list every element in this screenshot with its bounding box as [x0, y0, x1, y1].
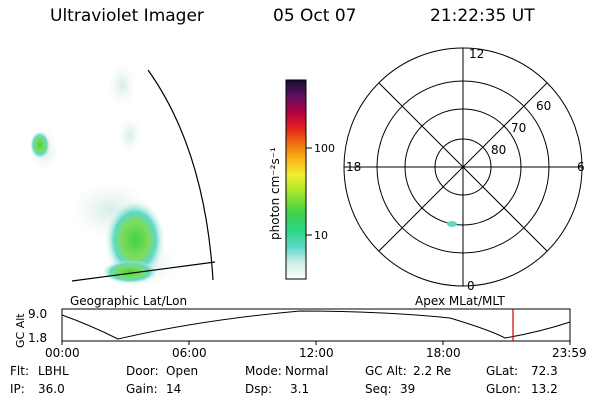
lat-label-80: 80	[491, 143, 506, 157]
glat-label: GLat:	[486, 364, 519, 378]
dsp-value: 3.1	[290, 382, 310, 396]
door-value: Open	[166, 364, 199, 378]
glat-value: 72.3	[531, 364, 558, 378]
xtick-2359: 23:59	[552, 346, 587, 360]
altitude-ylabel: GC Alt	[14, 313, 27, 348]
flt-value: LBHL	[38, 364, 69, 378]
colorbar-label: photon cm⁻²s⁻¹	[268, 147, 282, 240]
seq-label: Seq:	[365, 382, 392, 396]
ip-value: 36.0	[38, 382, 65, 396]
mlt-label-18: 18	[346, 160, 361, 174]
geo-panel-label: Geographic Lat/Lon	[70, 294, 187, 308]
xtick-0600: 06:00	[172, 346, 207, 360]
mlt-label-6: 6	[577, 160, 585, 174]
ip-label: IP:	[10, 382, 25, 396]
terminator-line	[71, 261, 216, 282]
gc-alt-value: 2.2 Re	[413, 364, 452, 378]
gain-value: 14	[166, 382, 182, 396]
altitude-ytick-low: 1.8	[28, 331, 47, 345]
limb-curve	[147, 69, 214, 281]
gc-alt-label: GC Alt:	[365, 364, 407, 378]
mode-value: Normal	[285, 364, 329, 378]
seq-value: 39	[400, 382, 416, 396]
glon-value: 13.2	[531, 382, 558, 396]
geographic-image	[30, 63, 216, 290]
altitude-curve	[61, 310, 571, 340]
date-label: 05 Oct 07	[273, 6, 357, 26]
polar-plot	[343, 47, 583, 287]
altitude-plot-frame	[61, 308, 571, 342]
mlt-label-0: 0	[467, 279, 475, 293]
altitude-ytick-high: 9.0	[28, 307, 47, 321]
colorbar	[285, 79, 307, 280]
polar-aurora-spot	[447, 221, 457, 227]
dsp-label: Dsp:	[245, 382, 273, 396]
colorbar-tick-10: 10	[314, 229, 328, 242]
polar-panel-label: Apex MLat/MLT	[415, 294, 505, 308]
xtick-0000: 00:00	[45, 346, 80, 360]
mlt-label-12: 12	[469, 47, 484, 61]
mode-label: Mode:	[245, 364, 282, 378]
lat-label-60: 60	[536, 99, 551, 113]
title: Ultraviolet Imager	[50, 6, 204, 26]
glon-label: GLon:	[486, 382, 521, 396]
lat-label-70: 70	[511, 121, 526, 135]
door-label: Door:	[126, 364, 159, 378]
xtick-1800: 18:00	[426, 346, 461, 360]
gain-label: Gain:	[126, 382, 158, 396]
colorbar-tick-100: 100	[314, 142, 335, 155]
xtick-1200: 12:00	[299, 346, 334, 360]
flt-label: Flt:	[10, 364, 29, 378]
time-label: 21:22:35 UT	[430, 6, 535, 26]
